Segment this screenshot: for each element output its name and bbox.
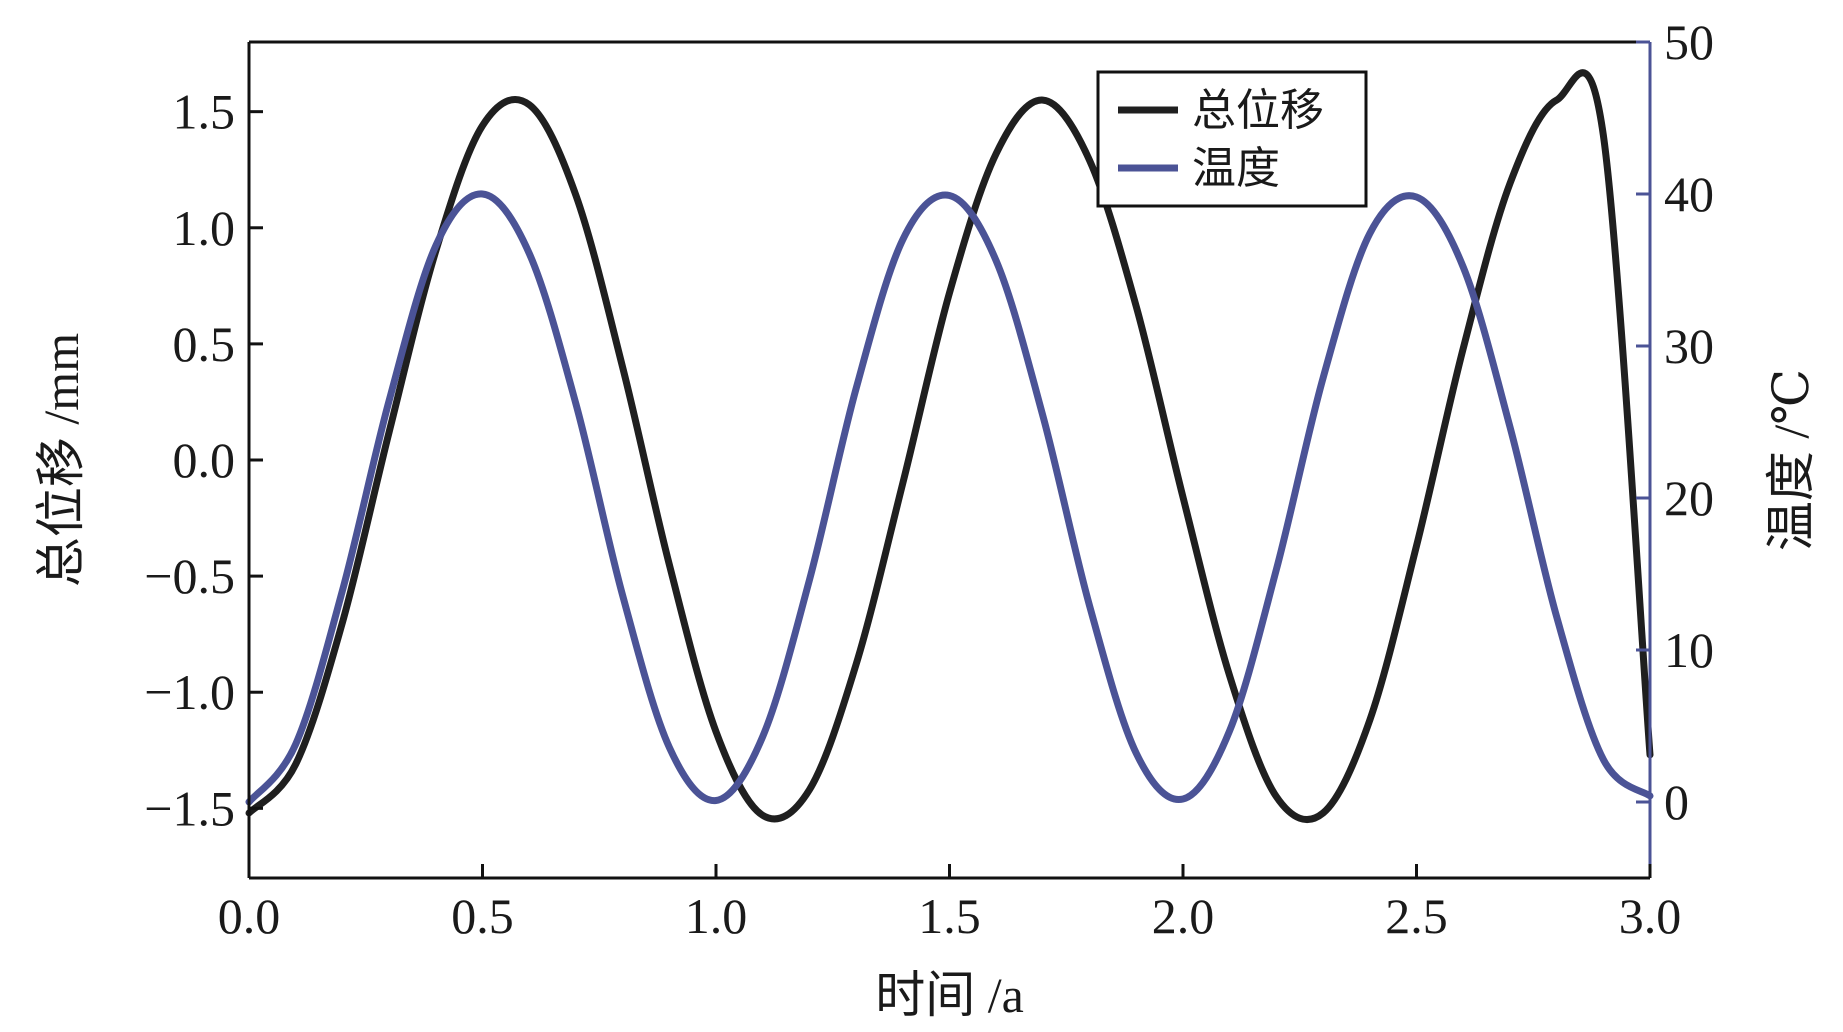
x-tick-label: 0.0 <box>218 888 281 944</box>
x-axis-title: 时间 /a <box>875 967 1024 1023</box>
y-left-axis-title: 总位移 /mm <box>33 333 89 587</box>
y-left-tick-label: −1.5 <box>144 780 235 836</box>
y-right-tick-label: 0 <box>1664 774 1689 830</box>
y-left-tick-label: −0.5 <box>144 548 235 604</box>
y-left-tick-label: 0.0 <box>173 432 236 488</box>
x-tick-label: 3.0 <box>1619 888 1682 944</box>
x-tick-label: 2.0 <box>1152 888 1215 944</box>
x-tick-label: 1.0 <box>685 888 748 944</box>
y-left-tick-label: 1.0 <box>173 200 236 256</box>
y-left-tick-label: 1.5 <box>173 84 236 140</box>
series-line-displacement <box>245 69 1654 824</box>
series-line-temperature <box>245 190 1654 806</box>
y-right-tick-label: 40 <box>1664 166 1714 222</box>
series-layer <box>245 69 1654 824</box>
y-right-tick-label: 30 <box>1664 318 1714 374</box>
x-tick-label: 2.5 <box>1385 888 1448 944</box>
y-right-tick-label: 10 <box>1664 622 1714 678</box>
x-tick-label: 1.5 <box>918 888 981 944</box>
labels-layer: 时间 /a 总位移 /mm 温度 /℃ <box>33 333 1819 1023</box>
legend-label-temperature: 温度 <box>1192 144 1280 193</box>
legend-label-displacement: 总位移 <box>1192 86 1324 135</box>
y-right-axis-title: 温度 /℃ <box>1763 369 1819 551</box>
x-tick-label: 0.5 <box>451 888 514 944</box>
axes-layer: 0.0 0.5 1.0 1.5 2.0 2.5 3.0 1.5 1.0 0.5 0.0 −0.5 −1.… <box>144 14 1714 944</box>
y-right-tick-label: 50 <box>1664 14 1714 70</box>
legend-box <box>1096 70 1368 208</box>
y-right-tick-label: 20 <box>1664 470 1714 526</box>
y-left-tick-label: 0.5 <box>173 316 236 372</box>
legend: 总位移 温度 <box>1096 70 1368 208</box>
y-left-tick-label: −1.0 <box>144 664 235 720</box>
